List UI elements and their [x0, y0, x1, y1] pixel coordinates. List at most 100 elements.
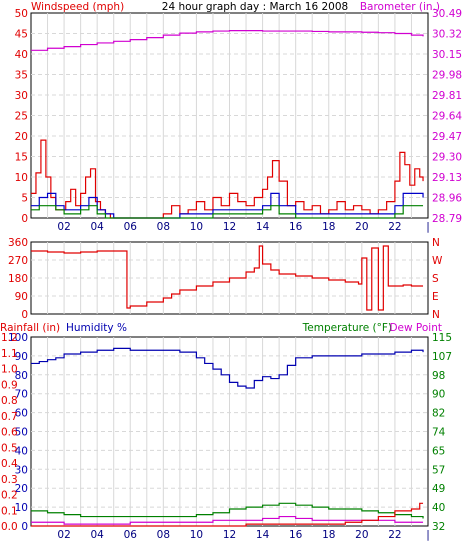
wind-y-tick: 20 — [15, 131, 28, 143]
x-tick-label: 02 — [57, 221, 70, 233]
wind-y2-tick: 30.15 — [432, 49, 462, 61]
x-tick-label: 12 — [223, 221, 236, 233]
th-y2-tick: 82 — [432, 408, 445, 420]
rainfall-y-tick: 0.8 — [1, 395, 18, 407]
rainfall-axis-label: Rainfall (in) — [0, 322, 60, 334]
dewpoint-axis-label: Dew Point — [389, 322, 442, 334]
wind-y2-tick: 30.49 — [432, 8, 462, 20]
rainfall-y-tick: 0.0 — [1, 521, 18, 533]
th-y2-tick: 107 — [432, 351, 452, 363]
direction-y-tick: 90 — [15, 291, 28, 303]
wind-y2-tick: 29.47 — [432, 131, 462, 143]
direction-y-tick: 180 — [8, 273, 28, 285]
direction-y-tick: 360 — [8, 237, 28, 249]
x-tick-label: 08 — [157, 221, 170, 233]
th-y2-tick: 49 — [432, 483, 445, 495]
x-tick-label: 06 — [124, 221, 138, 233]
direction-y-tick: 0 — [21, 309, 28, 321]
th-series-0 — [31, 347, 424, 389]
th-y-tick: 80 — [15, 370, 28, 382]
wind-y2-tick: 29.30 — [432, 152, 462, 164]
th-y2-tick: 98 — [432, 370, 445, 382]
x-tick-label: 14 — [256, 221, 270, 233]
wind-y2-tick: 29.81 — [432, 90, 462, 102]
wind-y-tick: 15 — [15, 152, 28, 164]
rainfall-y-tick: 0.1 — [1, 505, 18, 517]
barometer-axis-label: Barometer (in.) — [360, 1, 440, 13]
wind-series-3 — [31, 205, 424, 219]
th-series-1 — [31, 502, 424, 519]
th-y2-tick: 40 — [432, 502, 445, 514]
wind-barometer-panel: 0 5 10 15 20 25 30 35 40 45 50 28.79 28.96 29.13 29.30… — [15, 8, 463, 233]
rainfall-y-tick: 0.2 — [1, 490, 18, 502]
windspeed-axis-label: Windspeed (mph) — [31, 1, 124, 13]
rainfall-y-tick: 1.2 — [1, 332, 18, 344]
th-y-tick: 40 — [15, 445, 28, 457]
x-tick-label: 10 — [190, 529, 203, 541]
direction-y2-tick: S — [432, 273, 439, 285]
th-series-3 — [31, 502, 424, 527]
direction-y-tick: 270 — [8, 255, 28, 267]
wind-y-tick: 10 — [15, 172, 28, 184]
x-tick-label: 18 — [322, 221, 335, 233]
x-tick-label: 06 — [124, 529, 138, 541]
x-tick-label: 22 — [388, 529, 401, 541]
x-tick-label: 08 — [157, 529, 170, 541]
wind-y2-tick: 29.98 — [432, 70, 462, 82]
rainfall-y-tick: 0.4 — [1, 458, 18, 470]
th-series-2 — [31, 515, 424, 525]
wind-y-tick: 40 — [15, 49, 28, 61]
th-y-tick: 10 — [15, 502, 28, 514]
th-y2-tick: 115 — [432, 332, 452, 344]
x-tick-label: 16 — [289, 529, 303, 541]
rainfall-y-tick: 0.7 — [1, 411, 18, 423]
wind-y-tick: 50 — [15, 8, 28, 20]
humidity-axis-label: Humidity % — [66, 322, 127, 334]
x-tick-label: 18 — [322, 529, 335, 541]
x-tick-label: 02 — [57, 529, 70, 541]
wind-series-2 — [31, 192, 424, 219]
direction-y2-tick: N — [432, 309, 440, 321]
x-tick-label: 04 — [90, 529, 104, 541]
th-y-tick: 90 — [15, 351, 28, 363]
x-tick-label: 10 — [190, 221, 203, 233]
x-tick-label: 14 — [256, 529, 270, 541]
rainfall-y-tick: 1.0 — [1, 364, 18, 376]
x-tick-label: 20 — [355, 529, 368, 541]
wind-y2-tick: 29.13 — [432, 172, 462, 184]
th-y2-tick: 90 — [432, 389, 445, 401]
chart-title: 24 hour graph day : March 16 2008 — [162, 1, 348, 13]
x-tick-label: | — [426, 529, 430, 541]
wind-y2-tick: 28.79 — [432, 213, 462, 225]
rainfall-y-tick: 0.6 — [1, 427, 18, 439]
th-y-tick: 0 — [21, 521, 28, 533]
th-y2-tick: 74 — [432, 427, 446, 439]
x-tick-label: 22 — [388, 221, 401, 233]
x-tick-label: 12 — [223, 529, 236, 541]
wind-y-tick: 30 — [15, 90, 28, 102]
x-tick-label: 20 — [355, 221, 368, 233]
direction-y2-tick: E — [432, 291, 439, 303]
wind-y-tick: 35 — [15, 70, 28, 82]
th-y-tick: 30 — [15, 464, 28, 476]
rainfall-y-tick: 0.5 — [1, 442, 18, 454]
th-y-tick: 100 — [8, 332, 28, 344]
rainfall-y-tick: 0.3 — [1, 474, 18, 486]
th-y-tick: 50 — [15, 427, 28, 439]
th-y-tick: 70 — [15, 389, 28, 401]
direction-series-0 — [31, 245, 424, 311]
th-y-tick: 20 — [15, 483, 28, 495]
wind-y-tick: 25 — [15, 111, 28, 123]
x-tick-label: 16 — [289, 221, 303, 233]
rain-humidity-temperature-panel: 0 10 20 30 40 50 60 70 80 90 100 0.0 0.1 0.2 0.3 0.4 0.5… — [1, 332, 452, 541]
wind-y2-tick: 30.32 — [432, 29, 462, 41]
wind-series-0 — [31, 30, 424, 51]
wind-y2-tick: 28.96 — [432, 193, 462, 205]
x-tick-label: 04 — [90, 221, 104, 233]
th-y-tick: 60 — [15, 408, 28, 420]
direction-y2-tick: W — [432, 255, 443, 267]
wind-y-tick: 0 — [21, 213, 28, 225]
